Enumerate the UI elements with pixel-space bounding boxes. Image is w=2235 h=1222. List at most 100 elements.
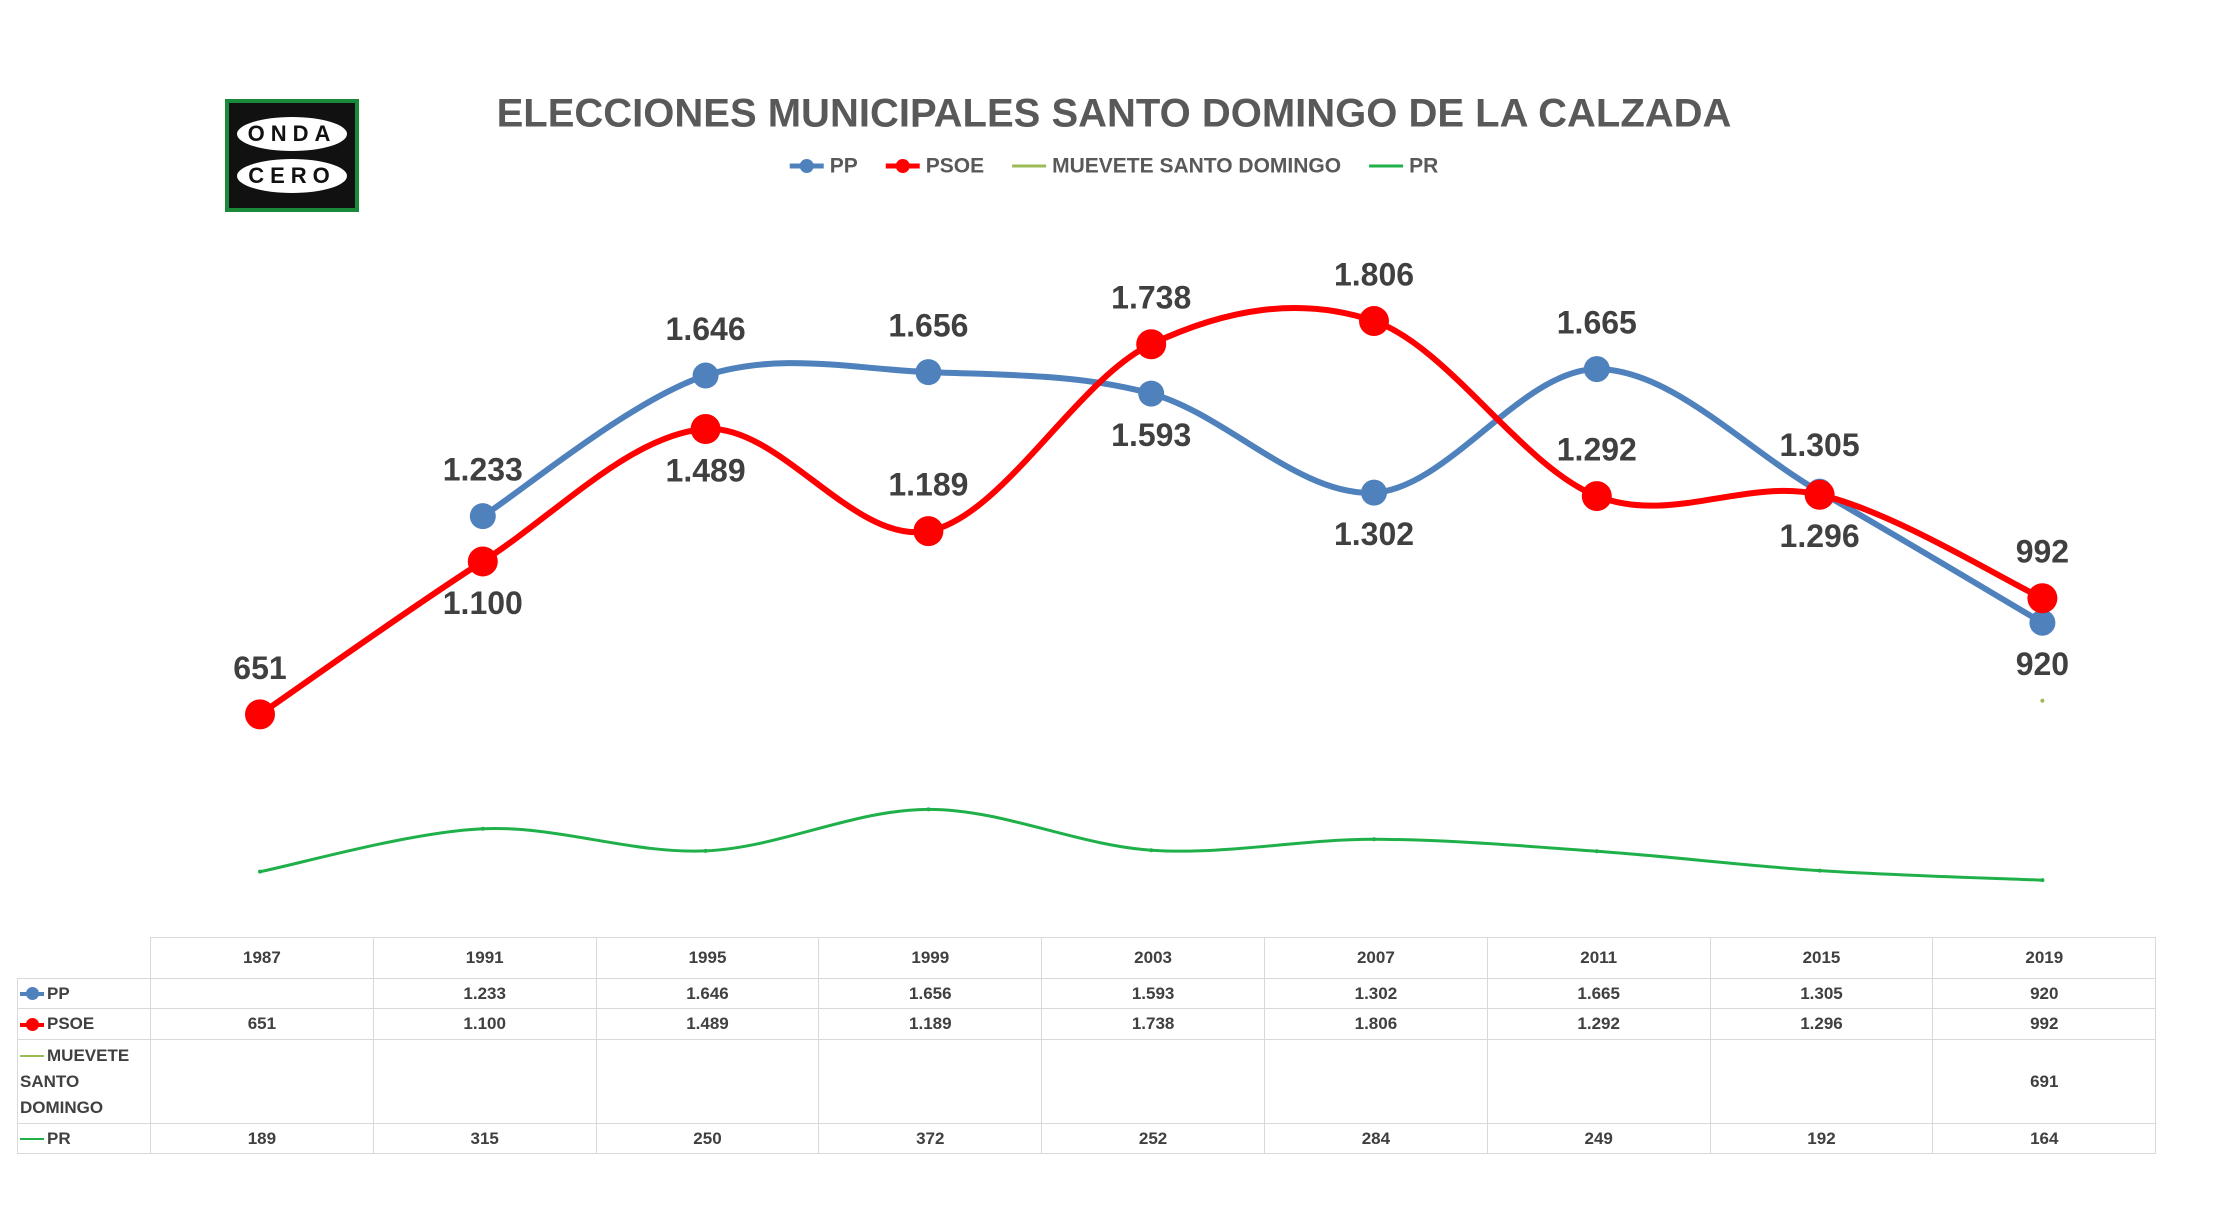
table-cell: 1.738 <box>1041 1008 1265 1040</box>
header-row: 1987 1991 1995 1999 2003 2007 2011 2015 2019 <box>18 937 2157 979</box>
table-cell: 284 <box>1263 1123 1488 1154</box>
data-point-hidden <box>1149 848 1154 853</box>
legend-label: MUEVETE SANTO DOMINGO <box>1052 155 1341 178</box>
data-point-hidden <box>1372 837 1376 842</box>
row-name: PR <box>47 1128 71 1148</box>
data-label: 920 <box>2016 646 2069 682</box>
header-cell: 1995 <box>595 937 820 979</box>
table-cell: 691 <box>1932 1039 2157 1124</box>
data-label: 1.646 <box>666 311 746 347</box>
data-point <box>692 362 719 389</box>
legend: PP PSOE MUEVETE SANTO DOMINGO PR <box>789 155 1438 178</box>
header-cell: 1999 <box>818 937 1043 979</box>
logo-text: ONDA <box>248 121 337 146</box>
table-cell: 315 <box>372 1123 597 1154</box>
table-cell: 1.296 <box>1709 1008 1934 1040</box>
data-point <box>690 413 721 444</box>
table-cell: 920 <box>1932 978 2157 1009</box>
data-label: 1.302 <box>1334 516 1414 552</box>
series-line <box>257 305 2046 718</box>
header-cell: 1987 <box>150 937 374 979</box>
table-cell: 651 <box>150 1008 374 1040</box>
data-label: 1.100 <box>443 585 523 621</box>
table-cell: 1.292 <box>1486 1008 1711 1040</box>
data-point-hidden <box>480 826 485 831</box>
row-marker <box>20 1017 44 1031</box>
data-label: 1.656 <box>888 308 968 344</box>
row-marker <box>20 1138 44 1141</box>
table-cell: 1.302 <box>1263 978 1488 1009</box>
table-cell: 164 <box>1932 1123 2157 1154</box>
data-point-hidden <box>2040 698 2045 703</box>
data-point-hidden <box>1594 849 1599 854</box>
data-point <box>1583 356 1610 383</box>
data-point-hidden <box>258 869 262 874</box>
header-cell: 1991 <box>372 937 597 979</box>
data-label: 1.593 <box>1111 417 1191 453</box>
data-point <box>1581 481 1612 512</box>
table-cell <box>1263 1039 1488 1124</box>
table-cell <box>150 1039 374 1124</box>
data-point <box>913 516 944 547</box>
row-label: PR <box>17 1123 151 1154</box>
data-point <box>2029 609 2056 636</box>
table-cell <box>372 1039 597 1124</box>
table-cell: 1.233 <box>372 978 597 1009</box>
table-cell: 1.189 <box>818 1008 1043 1040</box>
legend-marker <box>799 159 814 173</box>
table-row: PR 189 315 250 372 252 284 249 192 164 <box>17 1123 2157 1154</box>
header-cell: 2003 <box>1041 937 1265 979</box>
data-point <box>467 546 498 577</box>
legend-item: PR <box>1369 155 1438 178</box>
legend-marker <box>895 159 910 173</box>
series-line <box>479 360 2046 626</box>
table-cell: 372 <box>818 1123 1043 1154</box>
chart: ONDA CERO ELECCIONES MUNICIPALES SANTO D… <box>225 92 2069 883</box>
row-label: PSOE <box>17 1008 151 1040</box>
row-label: MUEVETE SANTO DOMINGO <box>17 1039 151 1124</box>
table-cell: 1.489 <box>595 1008 820 1040</box>
data-label: 651 <box>233 650 286 686</box>
data-label: 1.489 <box>666 452 746 488</box>
table-cell: 1.806 <box>1263 1008 1488 1040</box>
data-label: 1.738 <box>1111 280 1191 316</box>
header-cell: 2015 <box>1709 937 1934 979</box>
table-cell: 992 <box>1932 1008 2157 1040</box>
logo: ONDA CERO <box>225 99 359 212</box>
data-label: 1.665 <box>1557 305 1637 341</box>
data-point <box>1361 479 1387 506</box>
header-cell: 2019 <box>1932 937 2157 979</box>
legend-label: PSOE <box>926 155 984 178</box>
row-marker-dot <box>26 987 39 1001</box>
data-point <box>469 503 496 530</box>
table-cell <box>150 978 374 1009</box>
table-cell: 1.593 <box>1041 978 1265 1009</box>
data-point <box>1138 380 1165 407</box>
legend-item: PP <box>789 155 858 178</box>
row-name: PSOE <box>47 1014 95 1033</box>
data-label: 1.233 <box>443 452 523 488</box>
table-cell: 1.656 <box>818 978 1043 1009</box>
legend-item: MUEVETE SANTO DOMINGO <box>1012 155 1341 178</box>
table-cell: 249 <box>1486 1123 1711 1154</box>
data-point <box>1136 329 1167 360</box>
table-row: PP 1.233 1.646 1.656 1.593 1.302 1.665 1.305 920 <box>17 978 2157 1009</box>
data-point-hidden <box>2040 878 2045 883</box>
data-label: 1.806 <box>1334 257 1414 293</box>
table-cell <box>1041 1039 1265 1124</box>
table-cell <box>1486 1039 1711 1124</box>
table-cell <box>818 1039 1043 1124</box>
series-line <box>258 807 2044 882</box>
table-cell <box>595 1039 820 1124</box>
table-cell: 1.100 <box>372 1008 597 1040</box>
table-cell: 192 <box>1709 1123 1934 1154</box>
header-cell: 2007 <box>1263 937 1488 979</box>
data-point <box>2027 583 2058 614</box>
data-point <box>915 359 942 386</box>
row-label: PP <box>17 978 151 1009</box>
table-row: PSOE 651 1.100 1.489 1.189 1.738 1.806 1.292 1.2… <box>17 1008 2157 1040</box>
corner-cell <box>18 938 151 979</box>
table-cell <box>1709 1039 1934 1124</box>
row-name: MUEVETE SANTO DOMINGO <box>20 1045 130 1117</box>
